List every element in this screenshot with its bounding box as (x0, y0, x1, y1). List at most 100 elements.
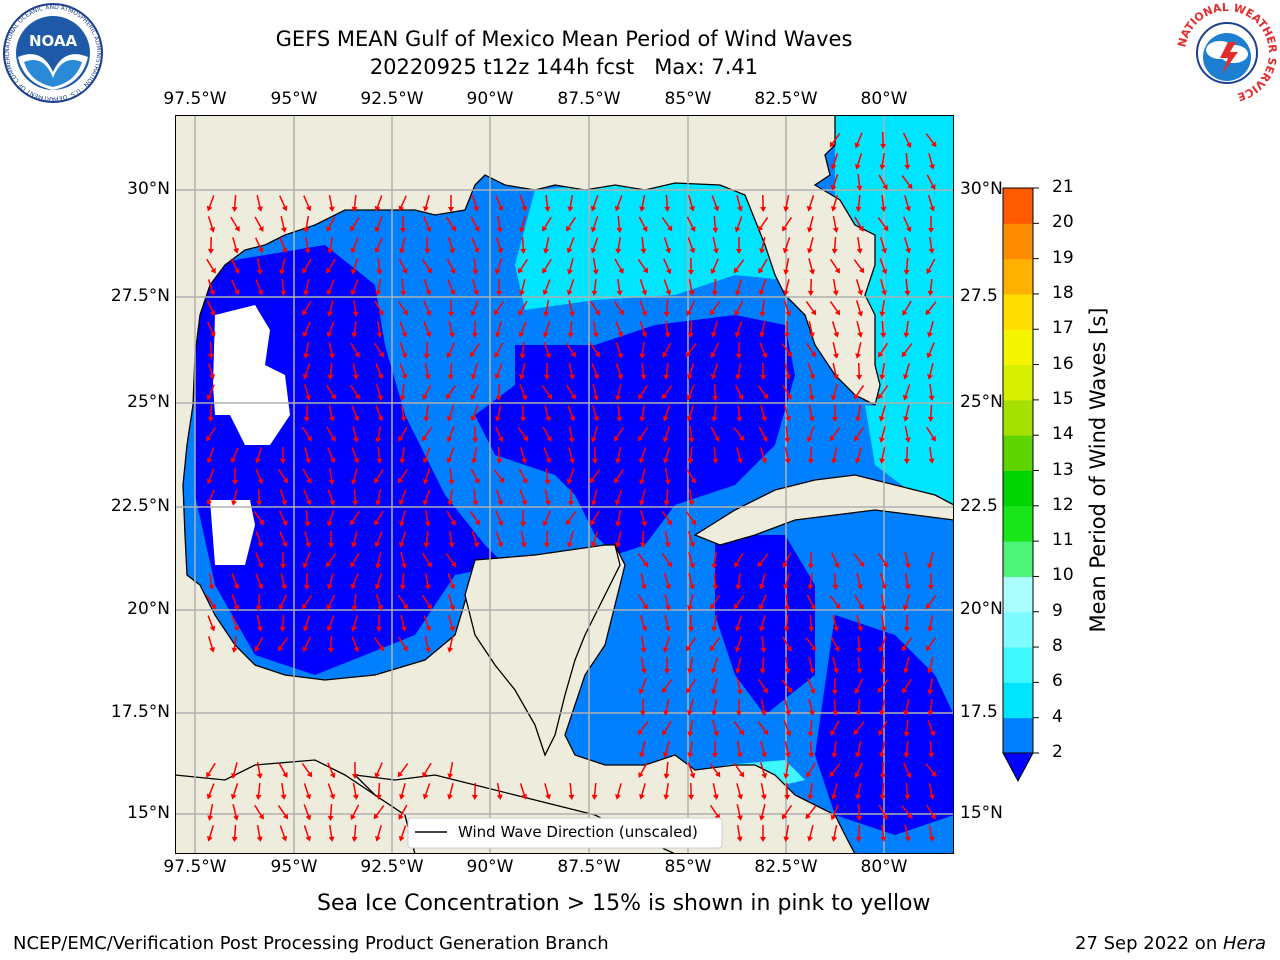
wind-wave-arrow (255, 593, 262, 611)
wind-wave-arrow (495, 195, 504, 212)
wind-wave-arrow (855, 824, 862, 842)
wind-wave-arrow (878, 174, 888, 190)
wind-wave-arrow (424, 509, 431, 527)
wind-wave-arrow (878, 804, 888, 820)
wind-wave-arrow (303, 342, 310, 359)
legend-label: Wind Wave Direction (unscaled) (458, 823, 698, 841)
wind-wave-arrow (663, 656, 670, 674)
wind-wave-arrow (712, 383, 719, 401)
wind-wave-arrow (760, 194, 767, 212)
colorbar-band (1003, 541, 1033, 577)
colorbar-band (1003, 505, 1033, 542)
wind-wave-arrow (711, 678, 718, 695)
wind-wave-arrow (592, 446, 599, 464)
wind-wave-arrow (640, 510, 647, 527)
wind-wave-arrow (688, 488, 695, 506)
wind-wave-arrow (520, 531, 527, 548)
wind-wave-arrow (807, 719, 814, 737)
wind-wave-arrow (926, 174, 936, 190)
wind-wave-arrow (398, 468, 409, 484)
wind-wave-arrow (639, 468, 646, 485)
wind-wave-arrow (206, 825, 215, 842)
wind-wave-arrow (733, 259, 745, 274)
wind-wave-arrow (759, 321, 766, 338)
wind-wave-arrow (781, 804, 793, 820)
wind-wave-arrow (541, 384, 553, 400)
wind-wave-arrow (231, 762, 238, 779)
wind-wave-arrow (854, 132, 863, 149)
wind-wave-arrow (400, 615, 407, 632)
colorbar-band (1003, 611, 1033, 648)
wind-wave-arrow (639, 489, 646, 506)
wind-wave-arrow (783, 573, 790, 590)
longitude-label-bottom: 82.5°W (754, 857, 818, 877)
wind-wave-arrow (206, 468, 215, 485)
wind-wave-arrow (230, 279, 240, 296)
wind-wave-arrow (709, 301, 721, 316)
wind-wave-arrow (279, 446, 286, 464)
wind-wave-arrow (424, 636, 431, 653)
wind-wave-arrow (447, 615, 456, 632)
wind-wave-arrow (709, 763, 721, 778)
wind-wave-arrow (352, 362, 359, 380)
wind-wave-arrow (783, 824, 790, 842)
wind-wave-arrow (760, 635, 767, 653)
wind-wave-arrow (302, 426, 312, 442)
wind-wave-arrow (663, 488, 670, 506)
wind-wave-arrow (712, 446, 719, 464)
wind-wave-arrow (710, 594, 720, 610)
wind-wave-arrow (664, 594, 671, 611)
wind-wave-arrow (375, 825, 382, 842)
wind-wave-arrow (784, 593, 791, 611)
wind-wave-arrow (303, 783, 312, 800)
wind-wave-arrow (807, 216, 814, 233)
wind-wave-arrow (831, 236, 838, 254)
wind-wave-arrow (926, 258, 936, 274)
wind-wave-arrow (256, 257, 263, 275)
longitude-label-top: 82.5°W (754, 89, 818, 109)
wind-wave-arrow (518, 468, 528, 485)
wind-wave-arrow (350, 258, 359, 275)
wind-wave-arrow (808, 383, 815, 401)
longitude-label-bottom: 87.5°W (557, 857, 621, 877)
wind-wave-arrow (927, 572, 934, 590)
wind-wave-arrow (901, 175, 913, 190)
wind-wave-arrow (231, 635, 238, 653)
wind-wave-arrow (255, 552, 264, 569)
wind-wave-arrow (686, 468, 696, 484)
wind-wave-arrow (759, 342, 768, 359)
wind-wave-arrow (615, 510, 622, 527)
wind-wave-arrow (542, 426, 552, 442)
wind-wave-arrow (352, 488, 359, 506)
wind-wave-arrow (928, 740, 935, 758)
wind-wave-arrow (879, 299, 886, 317)
wind-wave-arrow (352, 426, 359, 443)
wind-wave-arrow (206, 195, 215, 212)
wind-wave-arrow (278, 594, 288, 611)
wind-wave-arrow (589, 342, 600, 358)
wind-wave-arrow (853, 259, 865, 274)
wind-wave-arrow (470, 384, 480, 401)
wind-wave-arrow (854, 153, 863, 170)
wind-wave-arrow (711, 699, 718, 716)
footer-producer: NCEP/EMC/Verification Post Processing Pr… (13, 933, 609, 954)
wind-wave-arrow (591, 278, 598, 296)
wind-wave-arrow (374, 216, 383, 233)
wind-wave-arrow (374, 300, 384, 316)
wind-wave-arrow (853, 426, 865, 442)
wind-wave-arrow (782, 552, 792, 569)
wind-wave-arrow (590, 195, 599, 212)
wind-wave-arrow (638, 384, 648, 400)
wind-wave-arrow (664, 530, 671, 548)
wind-wave-arrow (687, 719, 694, 737)
wind-wave-arrow (904, 195, 911, 212)
wind-wave-arrow (807, 678, 816, 695)
wind-wave-arrow (373, 342, 384, 358)
wind-wave-arrow (255, 573, 264, 590)
wind-wave-arrow (350, 552, 360, 568)
wind-wave-arrow (853, 721, 865, 736)
wind-wave-arrow (303, 825, 312, 842)
wind-wave-arrow (856, 615, 863, 632)
longitude-label-bottom: 85°W (664, 857, 712, 877)
wind-wave-arrow (208, 363, 215, 380)
